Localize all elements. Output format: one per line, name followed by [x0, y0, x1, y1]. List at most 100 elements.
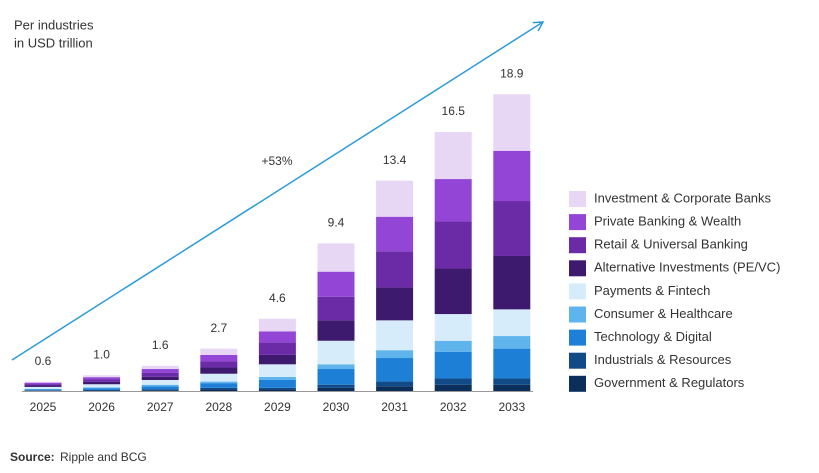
- bar-segment: [83, 381, 121, 385]
- bar-segment: [434, 268, 472, 315]
- bar-segment: [141, 365, 179, 370]
- bar-segment: [200, 389, 238, 391]
- legend-label: Alternative Investments (PE/VC): [594, 260, 780, 275]
- legend-swatch: [569, 306, 586, 323]
- bar-segment: [317, 296, 355, 321]
- bar-segment: [493, 378, 531, 385]
- bar-segment: [258, 376, 296, 381]
- bar-segment: [317, 320, 355, 341]
- bar-segment: [493, 150, 531, 202]
- bar-segment: [200, 373, 238, 382]
- bar-segment: [434, 351, 472, 379]
- total-label: 13.4: [383, 153, 407, 167]
- legend-swatch: [569, 375, 586, 392]
- bar-segment: [141, 376, 179, 381]
- bar-segment: [200, 348, 238, 355]
- bar-segment: [376, 180, 414, 217]
- total-label: 1.0: [93, 347, 110, 361]
- bar-segment: [376, 287, 414, 321]
- legend-swatch: [569, 214, 586, 231]
- total-label: 2.7: [210, 321, 227, 335]
- total-label: 4.6: [269, 291, 286, 305]
- legend-label: Consumer & Healthcare: [594, 306, 733, 321]
- total-label: 16.5: [442, 104, 466, 118]
- bar-segment: [434, 340, 472, 352]
- bar-segment: [24, 389, 62, 391]
- x-tick-label: 2028: [205, 400, 232, 414]
- legend-label: Retail & Universal Banking: [594, 237, 748, 252]
- growth-arrow: [11, 21, 545, 361]
- bar-segment: [141, 380, 179, 385]
- legend-swatch: [569, 329, 586, 346]
- legend-label: Technology & Digital: [594, 329, 712, 344]
- annotation: +53%: [261, 154, 292, 168]
- bar-segment: [434, 314, 472, 341]
- bar-segment: [376, 251, 414, 288]
- bar-segment: [434, 378, 472, 385]
- bar-segment: [24, 385, 62, 387]
- legend-label: Industrials & Resources: [594, 352, 732, 367]
- bar-segment: [258, 387, 296, 390]
- bar-segment: [258, 364, 296, 377]
- bar-segment: [141, 386, 179, 390]
- x-tick-label: 2030: [323, 400, 350, 414]
- bar-segment: [493, 309, 531, 337]
- bar-segment: [24, 384, 62, 386]
- legend-label: Private Banking & Wealth: [594, 214, 741, 229]
- bar-segment: [493, 94, 531, 151]
- total-label: 9.4: [328, 216, 345, 230]
- bar-segment: [200, 387, 238, 390]
- bar-segment: [376, 358, 414, 382]
- bar-segment: [376, 381, 414, 387]
- bar-segment: [141, 372, 179, 377]
- legend-swatch: [569, 352, 586, 369]
- bar-segment: [83, 388, 121, 391]
- x-tick-label: 2026: [88, 400, 115, 414]
- bar-segment: [434, 384, 472, 391]
- x-tick-label: 2025: [30, 400, 57, 414]
- bar-segment: [258, 342, 296, 355]
- bar-segment: [317, 364, 355, 370]
- bar-segment: [376, 386, 414, 391]
- bar-segment: [24, 381, 62, 383]
- bar-segment: [200, 354, 238, 362]
- bar-segment: [317, 340, 355, 365]
- bar-segment: [258, 354, 296, 365]
- legend-label: Investment & Corporate Banks: [594, 190, 772, 205]
- subtitle: in USD trillion: [14, 35, 93, 50]
- bar-segment: [24, 382, 62, 385]
- bar-segment: [434, 179, 472, 222]
- source-text: Ripple and BCG: [60, 450, 147, 464]
- x-tick-label: 2031: [381, 400, 408, 414]
- bar-segment: [200, 383, 238, 388]
- bar-segment: [83, 387, 121, 389]
- bar-segment: [141, 389, 179, 391]
- bar-segment: [317, 243, 355, 272]
- bar-segment: [83, 375, 121, 378]
- bar-segment: [258, 331, 296, 343]
- bar-segment: [141, 384, 179, 387]
- bar-segment: [493, 255, 531, 310]
- bar-segment: [83, 379, 121, 382]
- bar-segment: [376, 320, 414, 351]
- bar-segment: [200, 367, 238, 374]
- legend-swatch: [569, 283, 586, 300]
- total-label: 18.9: [500, 66, 524, 80]
- bar-segment: [24, 386, 62, 389]
- x-tick-label: 2032: [440, 400, 467, 414]
- subtitle: Per industries: [14, 17, 94, 32]
- bar-segment: [317, 369, 355, 385]
- bar-segment: [258, 318, 296, 332]
- bar-segment: [317, 271, 355, 297]
- total-label: 1.6: [152, 338, 169, 352]
- legend-label: Payments & Fintech: [594, 283, 710, 298]
- bar-segment: [200, 361, 238, 368]
- x-tick-label: 2027: [147, 400, 174, 414]
- bar-segment: [258, 389, 296, 391]
- bar-segment: [317, 384, 355, 388]
- x-tick-label: 2029: [264, 400, 291, 414]
- bar-segment: [434, 131, 472, 180]
- bar-segment: [376, 350, 414, 359]
- bar-segment: [493, 201, 531, 256]
